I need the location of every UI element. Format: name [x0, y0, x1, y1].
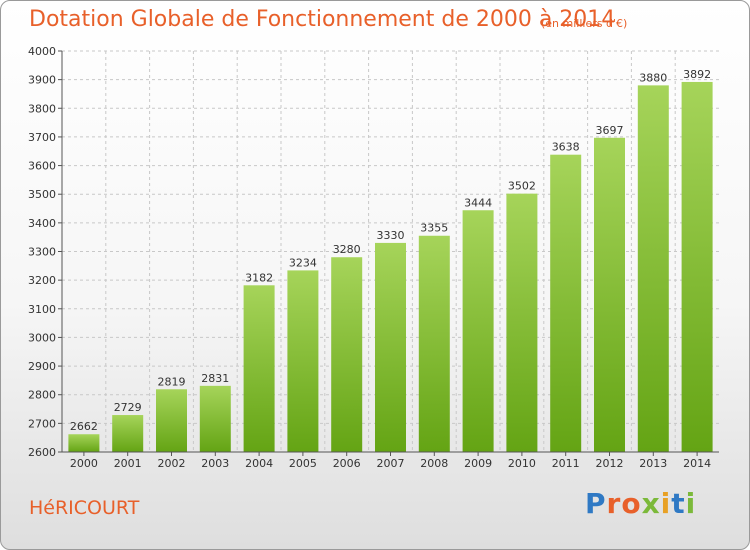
- x-tick-label-2005: 2005: [289, 457, 317, 470]
- x-tick-label-2000: 2000: [70, 457, 98, 470]
- y-tick-label: 3100: [28, 303, 56, 316]
- value-label-2009: 3444: [464, 196, 492, 209]
- bar-2007: [375, 242, 406, 452]
- bar-2006: [331, 257, 363, 452]
- y-tick-label: 2700: [28, 417, 56, 430]
- bar-2011: [550, 154, 582, 453]
- bar-2004: [243, 285, 275, 452]
- bar-2008: [418, 235, 450, 452]
- y-tick-label: 3700: [28, 131, 56, 144]
- y-tick-label: 4000: [28, 45, 56, 58]
- value-label-2011: 3638: [552, 141, 580, 154]
- y-tick-label: 3900: [28, 74, 56, 87]
- x-tick-label-2013: 2013: [639, 457, 667, 470]
- value-label-2003: 2831: [201, 372, 229, 385]
- value-label-2014: 3892: [683, 68, 711, 81]
- value-label-2010: 3502: [508, 180, 536, 193]
- x-tick-label-2002: 2002: [158, 457, 186, 470]
- value-label-2004: 3182: [245, 271, 273, 284]
- x-tick-label-2001: 2001: [114, 457, 142, 470]
- y-tick-label: 3200: [28, 274, 56, 287]
- bar-2000: [68, 434, 100, 452]
- logo-letter: r: [606, 487, 622, 520]
- y-tick-label: 3600: [28, 160, 56, 173]
- x-tick-label-2012: 2012: [596, 457, 624, 470]
- x-tick-label-2007: 2007: [377, 457, 405, 470]
- bar-2009: [462, 210, 494, 452]
- y-tick-label: 3000: [28, 331, 56, 344]
- y-tick-label: 2600: [28, 446, 56, 459]
- logo-letter: i: [660, 487, 672, 520]
- y-tick-label: 3400: [28, 217, 56, 230]
- value-label-2013: 3880: [639, 71, 667, 84]
- value-label-2001: 2729: [114, 401, 142, 414]
- x-tick-label-2010: 2010: [508, 457, 536, 470]
- y-tick-label: 2800: [28, 389, 56, 402]
- y-tick-label: 3300: [28, 246, 56, 259]
- bar-2012: [594, 137, 625, 453]
- bar-2010: [506, 193, 538, 453]
- bar-2001: [112, 415, 144, 452]
- axis-layer: 2600 2700 2800 2900 3000 3100 3200 3300 3400 3500…: [28, 45, 719, 470]
- chart-title: Dotation Globale de Fonctionnement de 20…: [29, 7, 616, 32]
- y-tick-label: 2900: [28, 360, 56, 373]
- y-tick-label: 3800: [28, 102, 56, 115]
- x-tick-label-2004: 2004: [245, 457, 273, 470]
- x-tick-label-2014: 2014: [683, 457, 711, 470]
- logo-letter: x: [641, 487, 661, 520]
- chart-subtitle: (en milliers d'€): [541, 17, 628, 30]
- x-tick-label-2008: 2008: [420, 457, 448, 470]
- city-name: HéRICOURT: [29, 497, 140, 519]
- x-tick-label-2006: 2006: [333, 457, 361, 470]
- value-label-2005: 3234: [289, 256, 317, 269]
- bar-layer: 2662 2729 2819 2831 3182 3234 3280 3330 3355 3444…: [68, 68, 713, 453]
- bar-2013: [637, 85, 669, 452]
- bar-2002: [156, 389, 187, 452]
- value-label-2008: 3355: [420, 222, 448, 235]
- logo-letter: t: [671, 487, 686, 520]
- logo-letter: i: [685, 487, 697, 520]
- x-tick-label-2009: 2009: [464, 457, 492, 470]
- x-tick-label-2003: 2003: [201, 457, 229, 470]
- bar-2014: [681, 81, 713, 452]
- logo-letter: o: [621, 487, 642, 520]
- value-label-2002: 2819: [158, 375, 186, 388]
- value-label-2006: 3280: [333, 243, 361, 256]
- value-label-2000: 2662: [70, 420, 98, 433]
- value-label-2007: 3330: [377, 229, 405, 242]
- y-tick-label: 3500: [28, 188, 56, 201]
- logo-letter: P: [585, 487, 607, 520]
- value-label-2012: 3697: [596, 124, 624, 137]
- bar-2005: [287, 270, 319, 452]
- x-tick-label-2011: 2011: [552, 457, 580, 470]
- proxiti-logo: Proxiti: [585, 487, 696, 520]
- bar-2003: [199, 385, 231, 452]
